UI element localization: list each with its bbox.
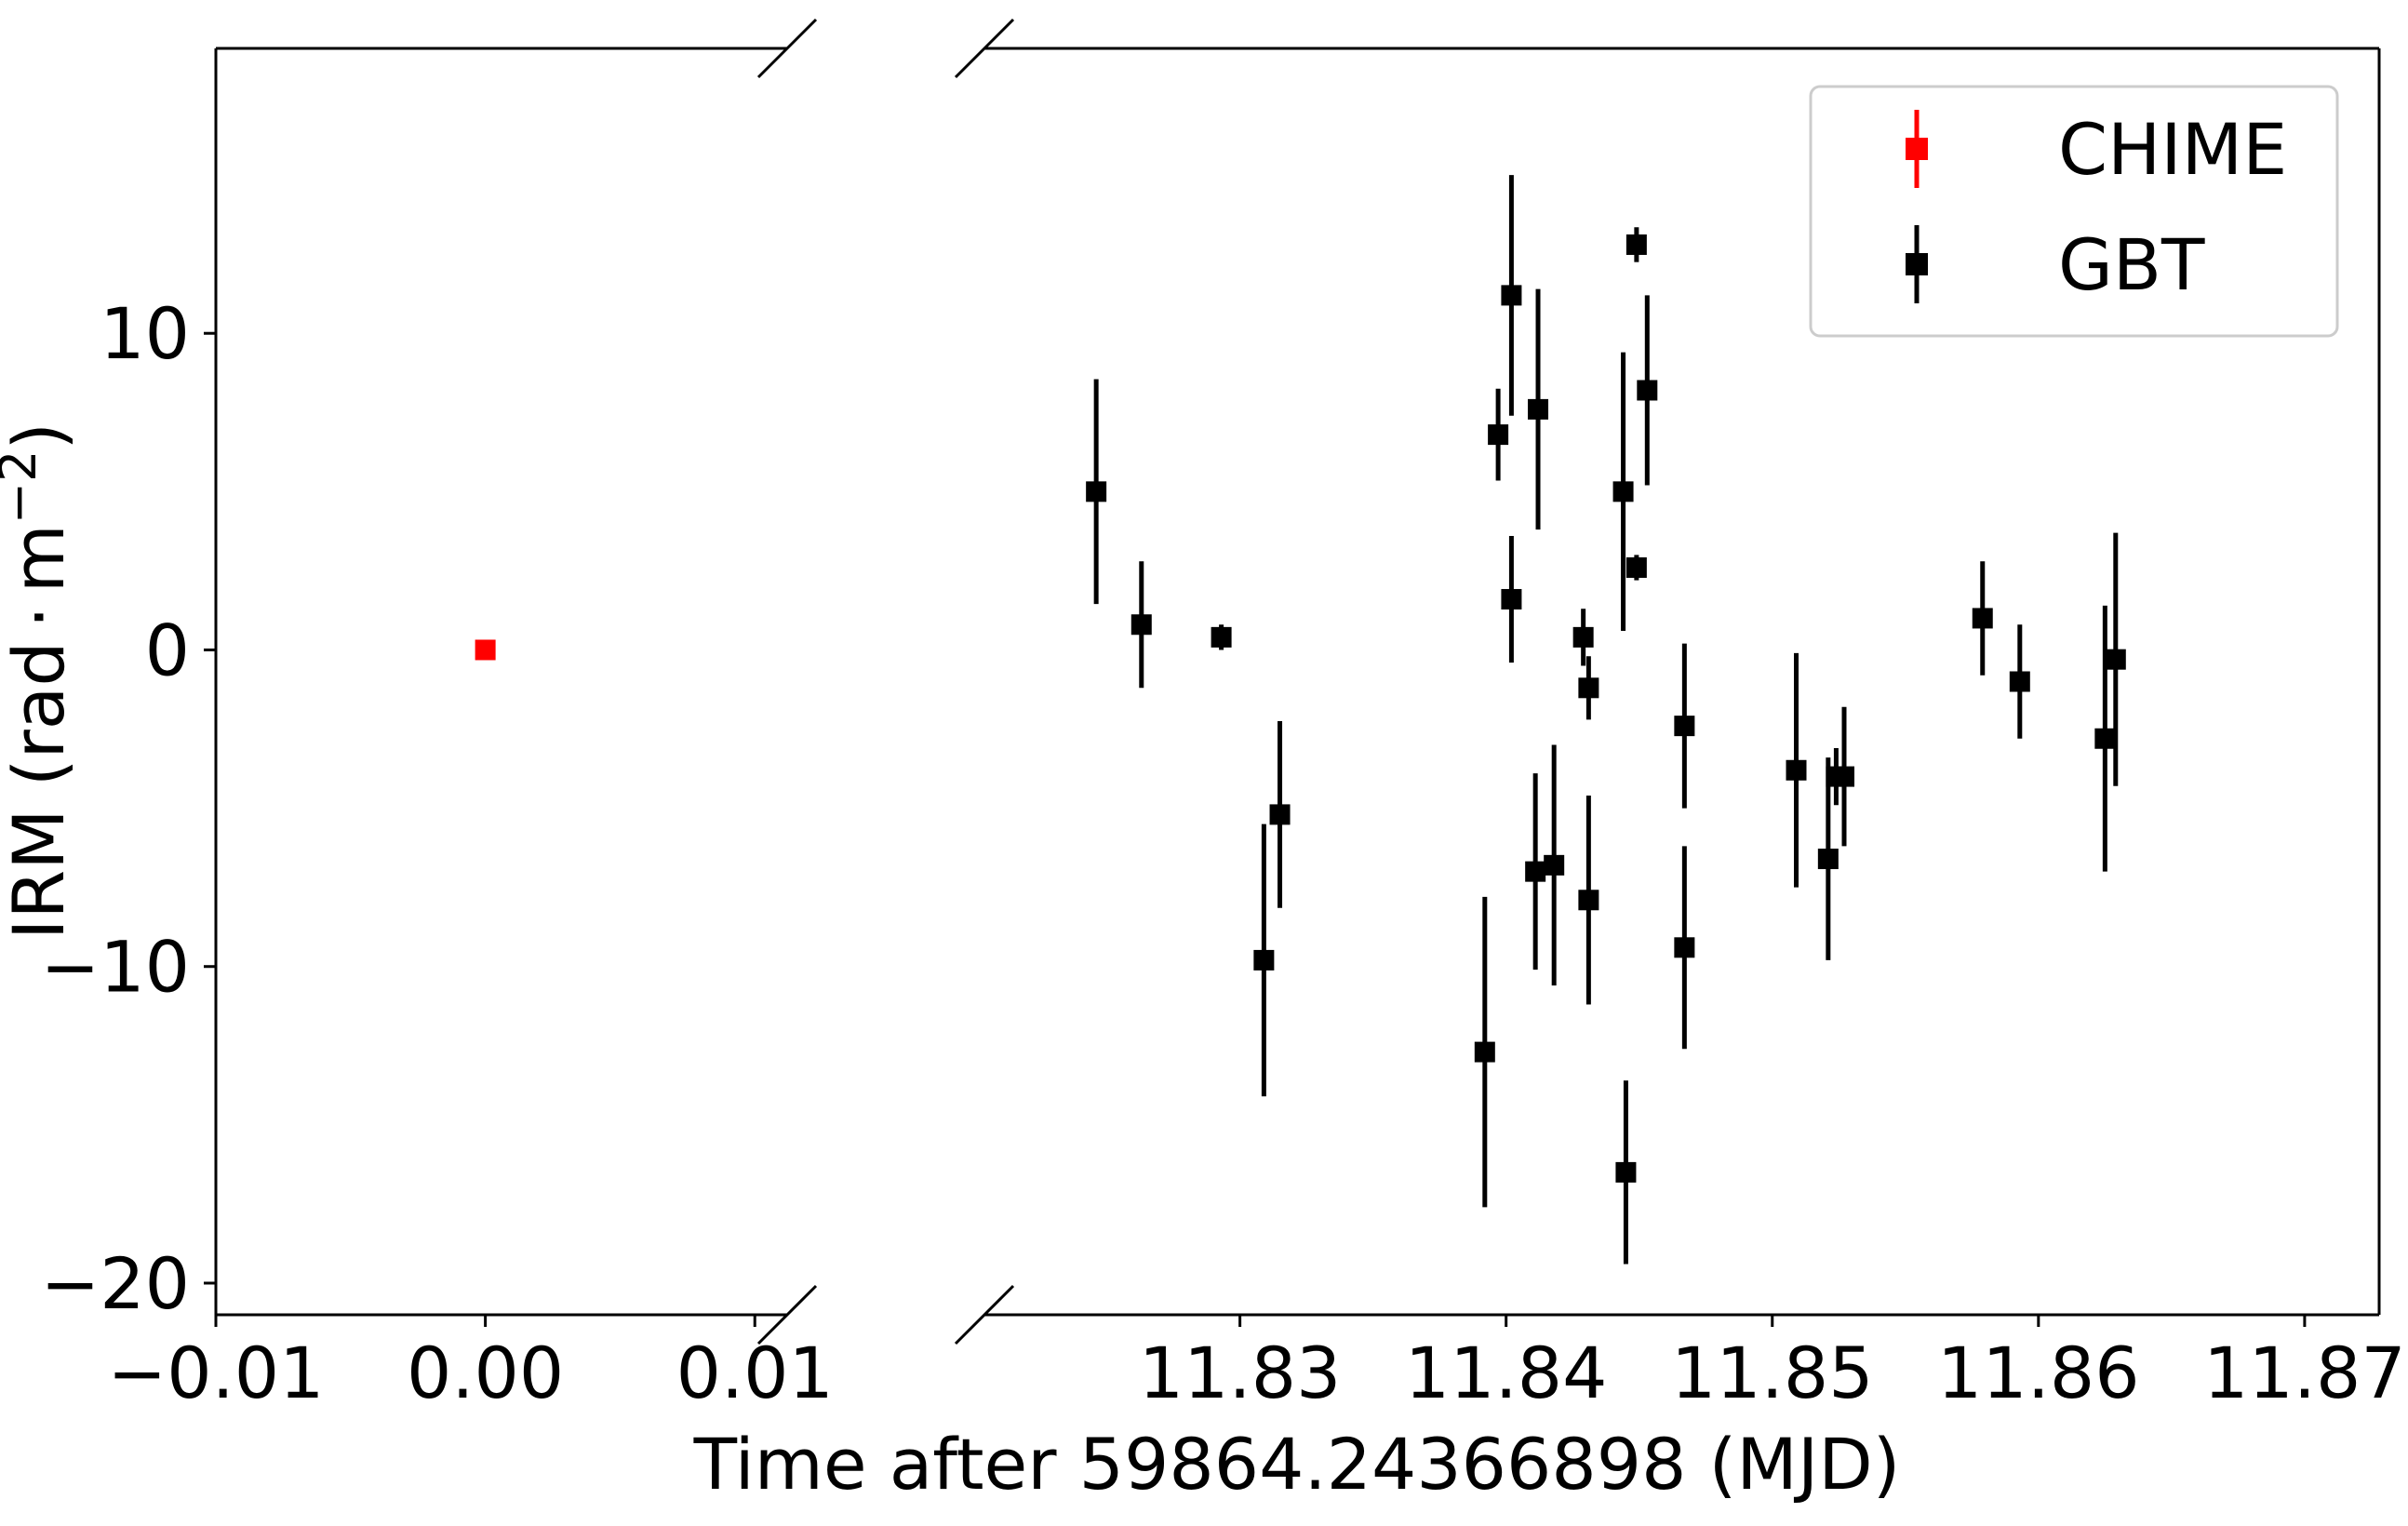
left-panel xyxy=(214,47,787,1317)
y-axis-title-prefix: IRM (rad xyxy=(0,641,80,940)
gbt-marker xyxy=(1578,677,1599,699)
gbt-marker xyxy=(2009,671,2030,692)
y-axis-title-exponent: −2 xyxy=(0,450,47,525)
gbt-marker xyxy=(1525,861,1546,882)
break-mark-right-top xyxy=(954,18,1015,79)
gbt-marker xyxy=(1972,608,1993,629)
gbt-marker xyxy=(1615,1161,1637,1183)
gbt-marker xyxy=(1130,614,1152,636)
gbt-marker xyxy=(1674,716,1695,737)
break-mark-left-bottom xyxy=(756,1284,818,1345)
gbt-marker xyxy=(1269,804,1291,825)
x-tick-label: 11.84 xyxy=(1405,1332,1608,1414)
gbt-marker xyxy=(1786,759,1807,781)
gbt-marker xyxy=(1578,890,1599,911)
break-mark-right-bottom xyxy=(954,1284,1015,1345)
gbt-marker xyxy=(1817,849,1839,870)
legend-chime-marker xyxy=(1906,138,1928,160)
chime-marker xyxy=(475,639,496,661)
break-mark-left-top xyxy=(756,18,818,79)
gbt-marker xyxy=(1528,398,1549,420)
x-tick-label: 11.87 xyxy=(2203,1332,2406,1414)
y-tick-label: 0 xyxy=(145,609,190,691)
x-tick-label: 0.01 xyxy=(676,1332,834,1414)
x-tick-label: 0.00 xyxy=(407,1332,564,1414)
gbt-marker xyxy=(1086,481,1107,502)
gbt-marker xyxy=(2094,728,2116,749)
axis-break-marks xyxy=(756,18,1015,1345)
legend-entry-chime: CHIME xyxy=(1906,108,2287,191)
legend-label-chime: CHIME xyxy=(2058,108,2287,191)
data-points xyxy=(475,175,2126,1265)
x-axis-ticks: −0.01 0.00 0.01 11.83 11.84 11.85 11.86 11.87 xyxy=(108,1315,2406,1414)
gbt-marker xyxy=(1544,854,1565,876)
x-tick-label: −0.01 xyxy=(108,1332,325,1414)
gbt-marker xyxy=(1625,557,1647,579)
gbt-marker xyxy=(1637,380,1658,401)
gbt-marker xyxy=(1211,626,1232,648)
y-axis-title: IRM (rad · m−2) xyxy=(0,422,80,940)
legend: CHIME GBT xyxy=(1809,85,2339,338)
x-axis-title: Time after 59864.24366898 (MJD) xyxy=(693,1423,1901,1506)
legend-gbt-marker xyxy=(1906,253,1928,275)
y-axis-title-dot: · xyxy=(0,606,80,628)
gbt-marker xyxy=(2105,649,2126,670)
gbt-marker xyxy=(1674,937,1695,958)
y-tick-label: −10 xyxy=(41,926,190,1009)
y-axis-title-suffix: ) xyxy=(0,422,80,450)
y-tick-label: 10 xyxy=(100,292,190,375)
gbt-marker xyxy=(1501,285,1522,306)
gbt-marker xyxy=(1488,424,1509,446)
gbt-marker xyxy=(1612,481,1634,502)
y-axis-ticks: 10 0 −10 −20 xyxy=(41,292,216,1325)
legend-entry-gbt: GBT xyxy=(1906,223,2205,306)
gbt-marker xyxy=(1625,234,1647,255)
gbt-marker xyxy=(1501,589,1522,610)
y-tick-label: −20 xyxy=(41,1242,190,1325)
legend-box xyxy=(1809,85,2339,338)
gbt-marker xyxy=(1474,1041,1495,1063)
x-tick-label: 11.83 xyxy=(1139,1332,1342,1414)
x-tick-label: 11.85 xyxy=(1671,1332,1874,1414)
right-panel xyxy=(984,47,2381,1317)
gbt-marker xyxy=(1572,626,1594,648)
y-axis-title-unit: m xyxy=(0,524,80,593)
gbt-marker xyxy=(1834,766,1855,787)
legend-label-gbt: GBT xyxy=(2058,223,2205,306)
gbt-marker xyxy=(1253,949,1275,970)
x-tick-label: 11.86 xyxy=(1937,1332,2140,1414)
